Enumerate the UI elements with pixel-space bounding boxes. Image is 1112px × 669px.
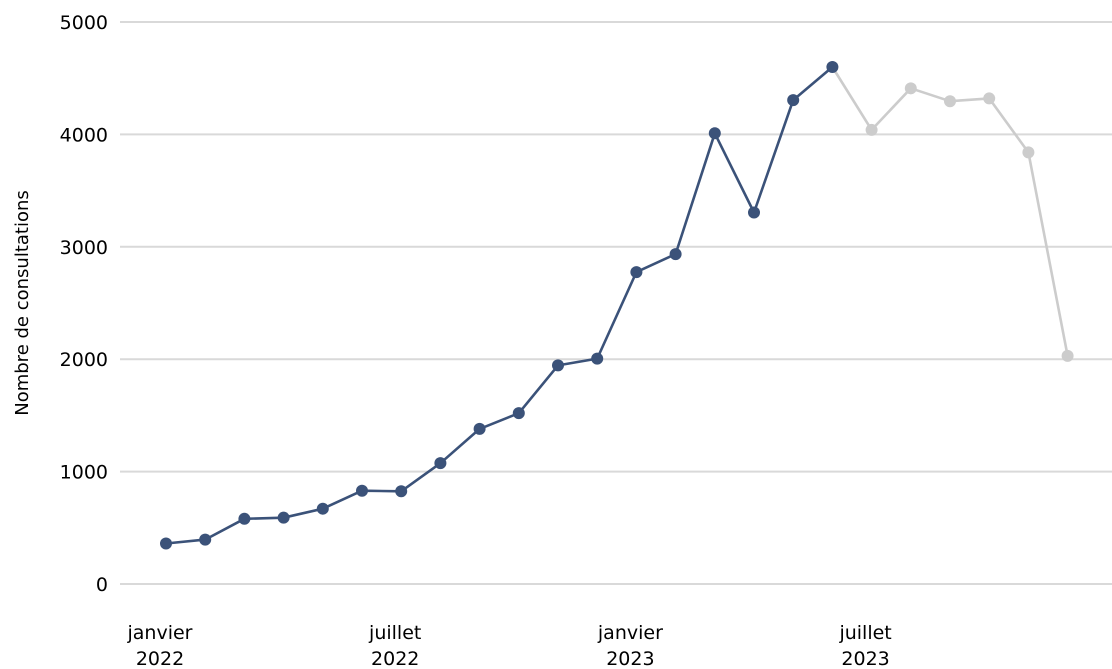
series-line: [831, 66, 1069, 357]
data-point: [944, 95, 956, 108]
y-tick-label: 5000: [60, 12, 108, 34]
data-point: [316, 502, 329, 515]
data-point: [434, 457, 447, 470]
data-point: [473, 422, 486, 435]
data-point: [356, 484, 368, 497]
data-point: [395, 485, 408, 498]
y-tick-label: 4000: [60, 124, 108, 146]
data-point: [238, 512, 251, 525]
data-point: [512, 407, 525, 420]
y-tick-label: 1000: [60, 462, 108, 484]
data-point: [1022, 146, 1035, 159]
data-point: [865, 123, 878, 136]
data-point: [708, 127, 721, 140]
y-tick-labels: 0 1000 2000 3000 4000 5000: [60, 12, 108, 596]
data-point: [160, 537, 172, 550]
x-tick-label-line: 2023: [606, 648, 654, 669]
y-axis-label-group: Nombre de consultations: [12, 190, 33, 416]
data-point: [630, 266, 643, 279]
series-1: [831, 66, 1074, 362]
data-point: [1061, 349, 1074, 362]
x-tick-label-line: 2023: [841, 648, 889, 669]
data-point: [591, 352, 604, 365]
y-tick-label: 3000: [60, 237, 108, 259]
data-point: [904, 82, 917, 95]
y-axis-label: Nombre de consultations: [12, 190, 33, 416]
x-tick-label-line: juillet: [368, 622, 421, 644]
x-tick-label: janvier 2022: [127, 622, 193, 669]
y-tick-label: 2000: [60, 349, 108, 371]
y-tick-label: 0: [96, 574, 108, 596]
x-tick-label-line: 2022: [371, 648, 419, 669]
data-point: [983, 92, 996, 105]
series-line: [165, 66, 834, 545]
data-point: [826, 60, 839, 73]
x-tick-label-line: janvier: [127, 622, 193, 644]
x-tick-label-line: juillet: [838, 622, 891, 644]
x-tick-label: janvier 2023: [597, 622, 663, 669]
data-point: [787, 94, 800, 107]
x-tick-label-line: 2022: [136, 648, 184, 669]
data-point: [199, 533, 212, 546]
x-tick-label-line: janvier: [597, 622, 663, 644]
data-point: [669, 248, 682, 261]
series-0: [160, 60, 839, 550]
data-point: [552, 359, 564, 372]
series-lines: [160, 60, 1074, 550]
grid-lines: [120, 21, 1112, 585]
x-tick-label: juillet 2022: [368, 622, 421, 669]
data-point: [748, 206, 760, 219]
data-point: [277, 511, 290, 524]
x-tick-label: juillet 2023: [838, 622, 891, 669]
